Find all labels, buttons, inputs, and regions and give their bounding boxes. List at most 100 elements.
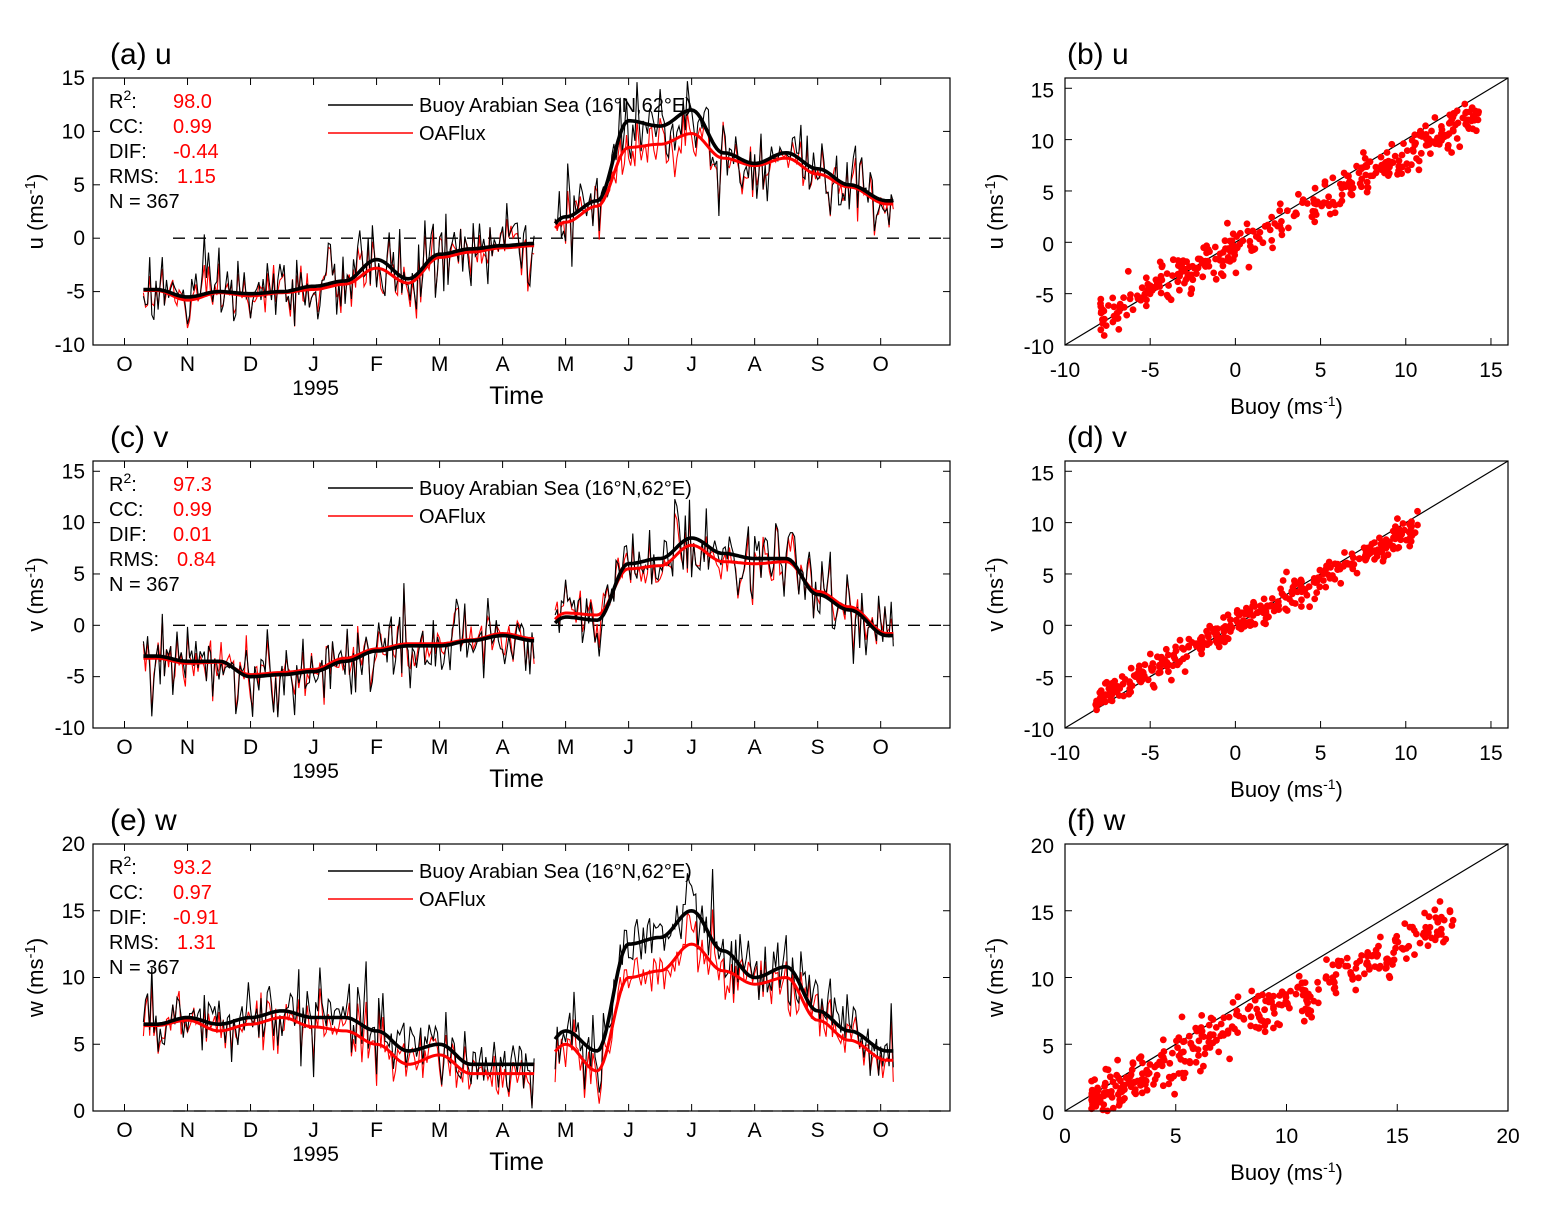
stat-key: RMS: — [109, 932, 159, 954]
scatter-point — [1343, 172, 1351, 180]
scatter-point — [1394, 515, 1401, 522]
scatter-point — [1106, 1073, 1114, 1081]
stat-key-sup: 2 — [123, 470, 131, 486]
xtick-label: J — [308, 1119, 319, 1142]
scatter-point — [1097, 326, 1105, 334]
scatter-point — [1247, 1013, 1255, 1021]
scatter-point — [1120, 294, 1127, 301]
scatter-point — [1153, 1071, 1161, 1079]
scatter-point — [1224, 219, 1231, 227]
scatter-point — [1294, 984, 1301, 991]
stat-value: 1.15 — [177, 166, 216, 188]
ylabel-unit-close: ) — [983, 557, 1008, 564]
scatter-point — [1390, 956, 1398, 964]
scatter-point — [1162, 645, 1170, 653]
scatter-point — [1274, 1020, 1281, 1028]
scatter-point — [1158, 262, 1166, 269]
scatter-point — [1185, 1032, 1193, 1040]
scatter-point — [1392, 937, 1399, 945]
ylabel-unit: (ms — [983, 959, 1008, 996]
scatter-point — [1285, 224, 1292, 232]
xtick-label: 5 — [1315, 742, 1327, 765]
scatter-point — [1284, 1000, 1291, 1007]
scatter-point — [1229, 999, 1237, 1006]
scatter-point — [1202, 1044, 1210, 1052]
scatter-point — [1119, 1097, 1127, 1104]
scatter-point — [1153, 1061, 1161, 1069]
scatter-point — [1295, 190, 1302, 198]
scatter-point — [1406, 542, 1414, 550]
scatter-point — [1222, 623, 1229, 631]
scatter-point — [1233, 233, 1240, 241]
scatter-point — [1174, 1044, 1181, 1051]
scatter-point — [1163, 659, 1171, 666]
scatter-point — [1399, 520, 1407, 527]
scatter-point — [1185, 635, 1193, 643]
scatter-point — [1169, 272, 1176, 279]
xlabel: Time — [489, 765, 544, 793]
xtick-label: M — [557, 1119, 575, 1142]
scatter-point — [1197, 1024, 1205, 1031]
scatter-point — [1400, 140, 1407, 148]
scatter-point — [1421, 909, 1428, 917]
axes-frame — [1064, 460, 1509, 729]
scatter-point — [1268, 237, 1276, 244]
scatter-point — [1088, 1090, 1096, 1097]
scatter-point — [1283, 568, 1290, 576]
year-label: 1995 — [292, 377, 339, 400]
scatter-point — [1270, 1024, 1277, 1032]
scatter-point — [1219, 257, 1226, 265]
scatter-point — [1174, 278, 1182, 286]
scatter-point — [1444, 145, 1452, 152]
scatter-point — [1268, 213, 1276, 221]
stat-key: DIF: — [109, 524, 147, 546]
scatter-point — [1183, 258, 1190, 266]
scatter-point — [1284, 207, 1291, 215]
scatter-point — [1191, 264, 1198, 272]
scatter-point — [1219, 262, 1227, 270]
scatter-point — [1398, 151, 1406, 159]
stat-value: -0.44 — [173, 141, 219, 163]
scatter-point — [1170, 1072, 1178, 1080]
scatter-point — [1337, 579, 1345, 587]
scatter-point — [1398, 944, 1406, 952]
scatter-point — [1375, 965, 1383, 972]
scatter-point — [1120, 692, 1127, 700]
scatter-point — [1352, 965, 1360, 972]
scatter-point — [1472, 127, 1480, 135]
ylabel-unit-close: ) — [23, 557, 48, 564]
scatter-point — [1395, 544, 1403, 551]
xtick-label: A — [496, 353, 510, 376]
scatter-point — [1099, 320, 1107, 327]
xlabel-unit-sup: -1 — [1323, 1159, 1336, 1175]
scatter-point — [1376, 534, 1383, 542]
ylabel: w (ms-1) — [22, 938, 48, 1018]
ytick-label: 0 — [73, 614, 85, 637]
scatter-point — [1372, 163, 1380, 171]
scatter-point — [1181, 279, 1188, 287]
xlabel-var: Buoy — [1230, 1160, 1286, 1185]
stat-value: 0.01 — [173, 524, 212, 546]
scatter-point — [1123, 311, 1131, 319]
xtick-label: O — [873, 1119, 889, 1142]
scatter-point — [1145, 1069, 1153, 1077]
scatter-point — [1198, 633, 1206, 641]
scatter-point — [1309, 207, 1317, 215]
scatter-point — [1235, 620, 1243, 628]
scatter-point — [1249, 228, 1257, 235]
scatter-point — [1101, 1079, 1109, 1087]
stat-value: 98.0 — [173, 91, 212, 113]
scatter-point — [1403, 955, 1410, 962]
stat-key: R2: — [109, 87, 137, 113]
xtick-label: M — [557, 736, 575, 759]
ylabel-unit: (ms — [983, 578, 1008, 615]
scatter-point — [1276, 200, 1284, 208]
scatter-point — [1220, 614, 1227, 621]
scatter-point — [1227, 616, 1234, 624]
scatter-point — [1254, 1010, 1262, 1018]
scatter-point — [1171, 1090, 1178, 1098]
xtick-label: M — [557, 353, 575, 376]
scatter-points — [1097, 100, 1482, 339]
xtick-label: 15 — [1479, 742, 1502, 765]
